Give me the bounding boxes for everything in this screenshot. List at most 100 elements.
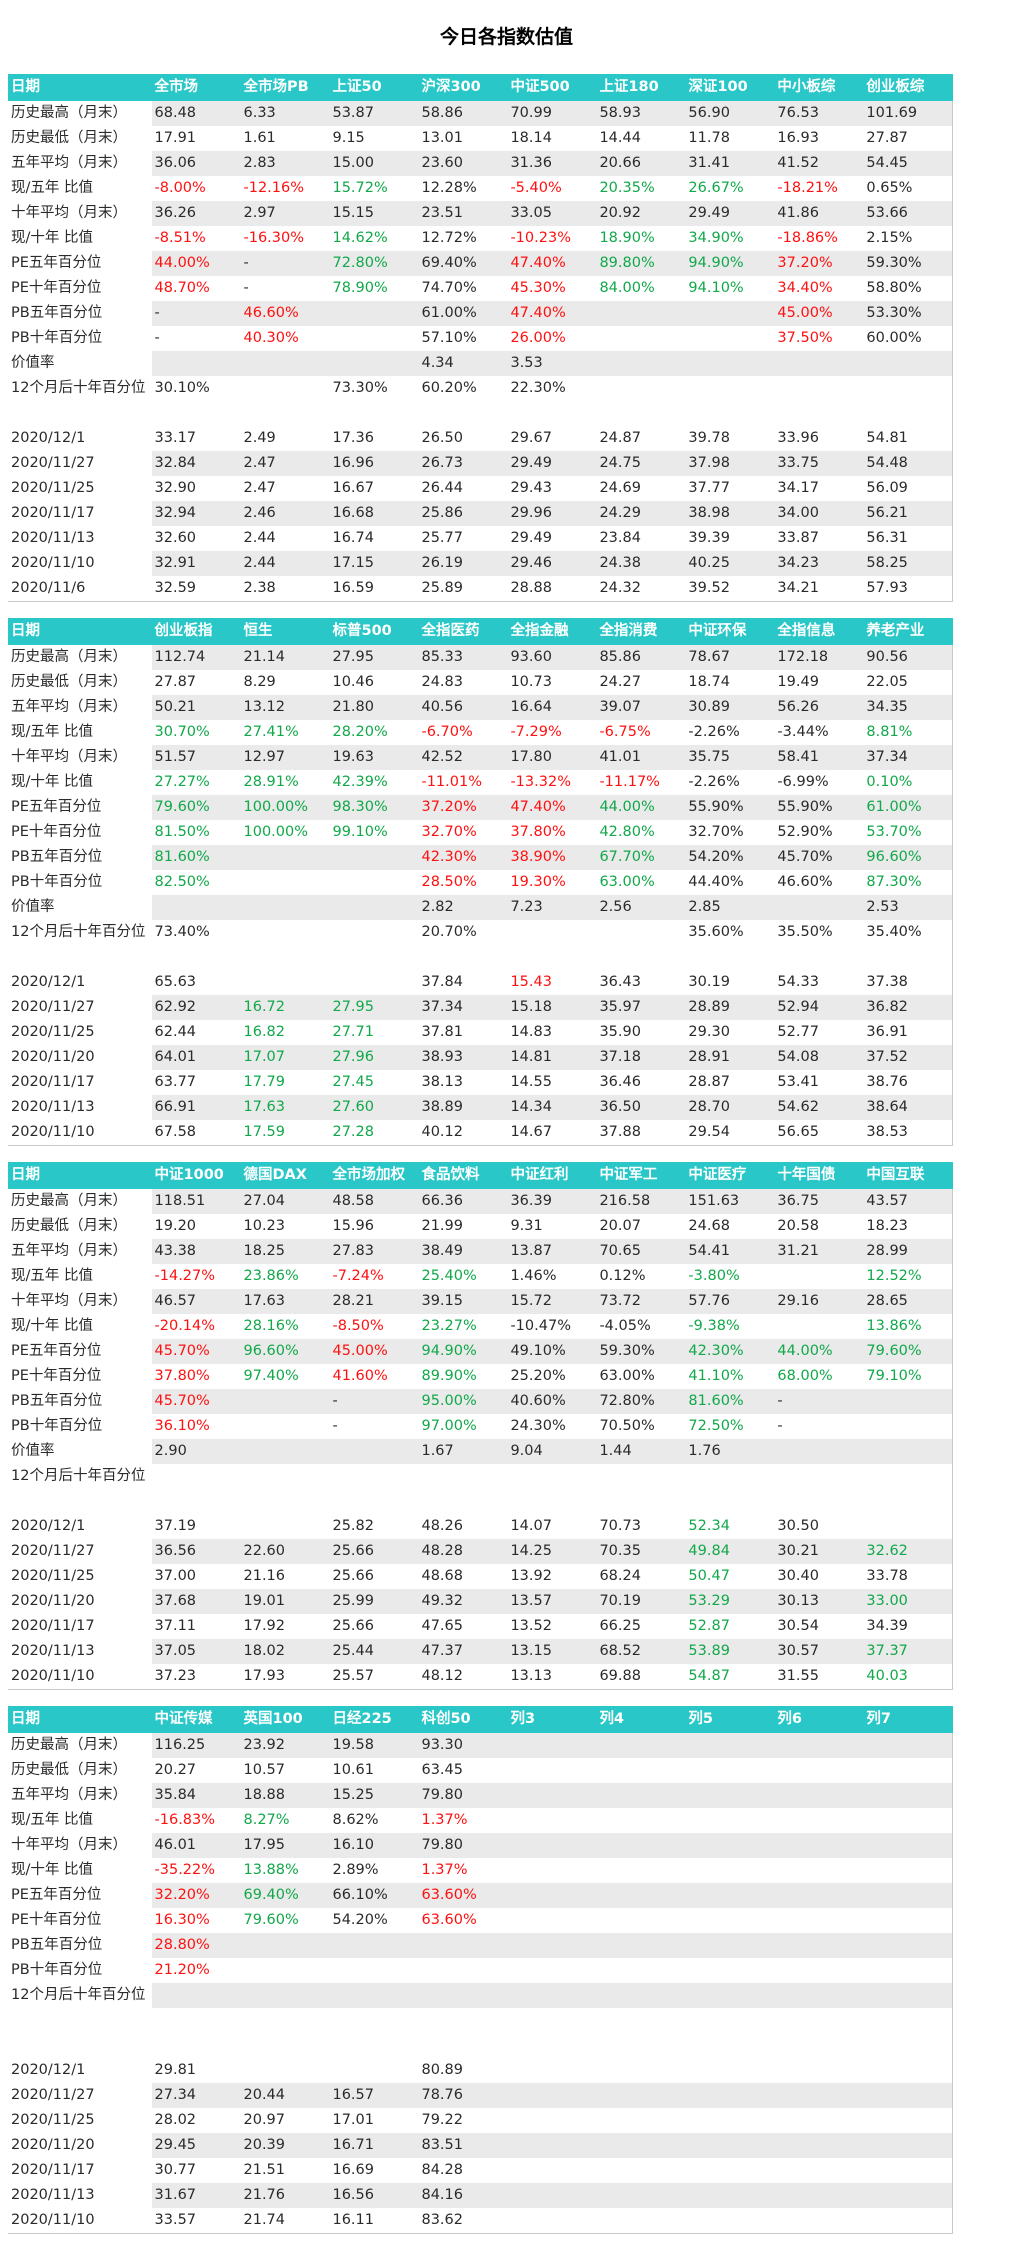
value-cell: 2.47 <box>243 480 276 496</box>
value-cell: 54.87 <box>685 1664 775 1690</box>
value-cell: 25.66 <box>332 1618 374 1634</box>
row-label: PB十年百分位 <box>11 1962 103 1978</box>
row-label: 2020/11/27 <box>8 451 152 476</box>
value-cell: 34.90% <box>688 230 744 246</box>
value-cell: 25.20% <box>510 1368 566 1384</box>
table-row: 现/十年 比值 27.27% 28.91% 42.39% -11.01% -13.32% -… <box>8 770 954 795</box>
value-cell: 52.87 <box>688 1618 730 1634</box>
value-cell <box>240 1933 330 1958</box>
value-cell: 23.86% <box>243 1268 299 1284</box>
value-cell: 38.76 <box>863 1070 954 1095</box>
value-cell <box>596 2108 685 2133</box>
table-row: 12个月后十年百分位 <box>8 1464 954 1489</box>
value-cell: 37.52 <box>863 1045 954 1070</box>
value-cell <box>329 2033 418 2058</box>
value-cell: 33.78 <box>863 1564 954 1589</box>
value-cell <box>507 401 596 426</box>
value-cell <box>863 1808 954 1833</box>
table-row: PE五年百分位 44.00% -72.80% 69.40% 47.40% 89.80% 94… <box>8 251 954 276</box>
value-cell: 84.00% <box>599 280 655 296</box>
value-cell: 36.26 <box>151 201 241 226</box>
value-cell: 45.30% <box>510 280 566 296</box>
header-index-name: 英国100 <box>240 1706 330 1733</box>
value-cell: 24.83 <box>421 674 463 690</box>
value-cell: 18.25 <box>240 1239 330 1264</box>
value-cell <box>596 2158 685 2183</box>
value-cell <box>863 1389 954 1414</box>
value-cell: 38.13 <box>421 1074 463 1090</box>
value-cell: 29.67 <box>510 430 552 446</box>
value-cell: -12.16% <box>243 180 305 196</box>
value-cell: 32.59 <box>151 576 241 602</box>
header-date-label: 日期 <box>8 74 152 101</box>
value-cell: 29.30 <box>688 1024 730 1040</box>
value-cell: 34.40% <box>777 280 833 296</box>
table-row: 现/五年 比值 -14.27% 23.86% -7.24% 25.40% 1.46% 0.1… <box>8 1264 954 1289</box>
value-cell: 37.81 <box>421 1024 463 1040</box>
value-cell <box>329 1958 418 1983</box>
row-label: 十年平均（月末） <box>8 201 152 226</box>
value-cell: 47.40% <box>507 795 597 820</box>
value-cell: 36.56 <box>151 1539 241 1564</box>
value-cell: 16.82 <box>243 1024 286 1040</box>
value-cell <box>329 845 419 870</box>
row-label: 12个月后十年百分位 <box>11 924 146 940</box>
value-cell: 37.88 <box>596 1120 686 1146</box>
value-cell: 172.18 <box>774 645 864 670</box>
value-cell <box>329 1464 418 1489</box>
value-cell: 2.47 <box>240 451 330 476</box>
value-cell: 79.10% <box>863 1364 954 1389</box>
table-row: 2020/11/27 36.56 22.60 25.66 48.28 14.25 70.35… <box>8 1539 954 1564</box>
value-cell: 1.37% <box>421 1812 468 1828</box>
value-cell <box>685 351 775 376</box>
row-label: 2020/11/13 <box>8 1639 152 1664</box>
value-cell: 29.49 <box>685 201 775 226</box>
value-cell: 19.20 <box>154 1218 197 1234</box>
value-cell: 41.10% <box>688 1368 744 1384</box>
value-cell: 76.53 <box>774 101 864 126</box>
value-cell <box>240 895 330 920</box>
value-cell: 15.18 <box>507 995 597 1020</box>
row-label: 2020/11/17 <box>11 1618 95 1634</box>
value-cell: 100.00% <box>243 824 309 840</box>
value-cell <box>685 1858 774 1883</box>
value-cell: 37.37 <box>863 1639 954 1664</box>
valuation-table-2: 日期 创业板指 恒生 标普500 全指医药 全指金融 全指消费 中证环保 全指信息 养老产业 历史最… <box>8 618 954 1146</box>
value-cell: 38.93 <box>418 1045 508 1070</box>
valuation-table-4: 日期 中证传媒 英国100 日经225 科创50 列3 列4 列5 列6 列7 历史最高（月末） 11… <box>8 1706 954 2234</box>
value-cell <box>241 401 330 426</box>
value-cell: 2.82 <box>418 895 508 920</box>
value-cell <box>774 2133 864 2158</box>
value-cell <box>507 1733 597 1758</box>
value-cell: 37.20% <box>418 795 508 820</box>
value-cell <box>418 1489 507 1514</box>
value-cell <box>685 1808 774 1833</box>
table-row: 2020/11/10 37.23 17.93 25.57 48.12 13.13 69.88… <box>8 1664 954 1690</box>
value-cell: 42.30% <box>418 845 508 870</box>
value-cell: 49.32 <box>418 1589 508 1614</box>
value-cell: 14.25 <box>507 1539 597 1564</box>
value-cell <box>240 1389 330 1414</box>
value-cell: 15.15 <box>329 201 419 226</box>
value-cell <box>152 1489 241 1514</box>
value-cell: 53.30% <box>863 301 954 326</box>
value-cell: 17.36 <box>332 430 374 446</box>
value-cell: 37.84 <box>421 974 463 990</box>
row-label: 2020/11/20 <box>8 1045 152 1070</box>
value-cell: 3.53 <box>507 351 597 376</box>
value-cell: 51.57 <box>151 745 241 770</box>
value-cell <box>774 2033 863 2058</box>
value-cell: 29.96 <box>507 501 597 526</box>
table-row: 2020/11/13 37.05 18.02 25.44 47.37 13.15 68.52… <box>8 1639 954 1664</box>
value-cell <box>596 945 685 970</box>
value-cell <box>241 2033 330 2058</box>
row-label: 2020/11/10 <box>8 1120 152 1146</box>
value-cell: 69.88 <box>596 1664 686 1690</box>
value-cell <box>685 2058 774 2083</box>
value-cell <box>774 2183 864 2208</box>
header-index-name: 上证180 <box>596 74 686 101</box>
value-cell <box>774 2108 863 2133</box>
value-cell: 14.83 <box>510 1024 552 1040</box>
row-label: 2020/11/27 <box>8 2083 152 2108</box>
value-cell: 63.00% <box>599 874 655 890</box>
